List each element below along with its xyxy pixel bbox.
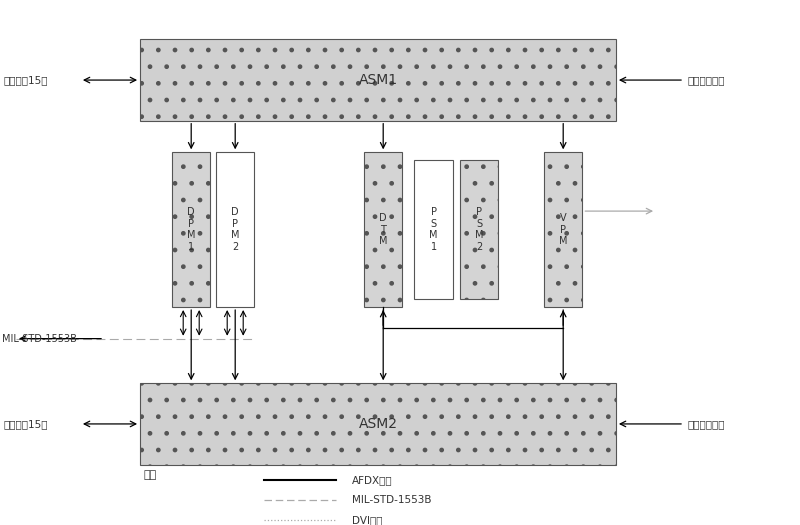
Text: 外部网络15路: 外部网络15路	[4, 419, 49, 429]
Bar	[140, 383, 616, 465]
Text: ASM1: ASM1	[358, 73, 398, 87]
Bar	[172, 152, 210, 307]
Text: V
P
M: V P M	[559, 213, 567, 246]
Text: 网络数据监测: 网络数据监测	[688, 419, 726, 429]
Text: 外部网络15路: 外部网络15路	[4, 75, 49, 85]
Text: D
P
M
2: D P M 2	[231, 207, 239, 252]
Bar	[544, 152, 582, 307]
Text: P
S
M
1: P S M 1	[430, 207, 438, 252]
Text: D
P
M
1: D P M 1	[187, 207, 195, 252]
Text: P
S
M
2: P S M 2	[475, 207, 483, 252]
Text: 网络数据监测: 网络数据监测	[688, 75, 726, 85]
Text: D
T
M: D T M	[379, 213, 387, 246]
Text: 图例: 图例	[144, 470, 158, 480]
Text: DVI视频: DVI视频	[352, 515, 382, 525]
Bar	[140, 39, 616, 121]
Bar	[216, 152, 254, 307]
Bar	[364, 152, 402, 307]
Text: ASM2: ASM2	[358, 417, 398, 431]
Text: AFDX网络: AFDX网络	[352, 475, 393, 486]
Bar	[414, 160, 453, 299]
Text: MIL-STD-1553B: MIL-STD-1553B	[2, 333, 78, 344]
Text: MIL-STD-1553B: MIL-STD-1553B	[352, 495, 431, 506]
Bar	[460, 160, 498, 299]
